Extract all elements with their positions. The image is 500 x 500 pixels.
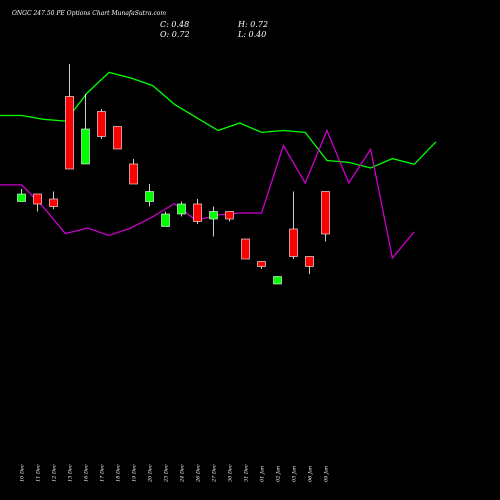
candle-body (177, 203, 186, 215)
candle (65, 64, 74, 170)
candle (241, 238, 250, 260)
open-label: O: 0.72 (160, 30, 190, 39)
candle-body (209, 211, 218, 220)
indicator-line-2 (0, 128, 415, 260)
candle (129, 159, 138, 185)
candle-body (225, 211, 234, 220)
candle-body (145, 191, 154, 202)
candle (193, 199, 202, 224)
candle (321, 191, 330, 242)
candle (225, 211, 234, 222)
candle (289, 191, 298, 259)
candle-body (241, 238, 250, 260)
x-tick-label: 27 Dec (212, 464, 218, 483)
x-tick-label: 31 Dec (244, 464, 250, 482)
candle-body (273, 276, 282, 285)
candle (145, 184, 154, 207)
x-tick-label: 11 Dec (36, 464, 42, 482)
x-tick-label: 01 Jan (260, 466, 266, 482)
candle (97, 109, 106, 139)
high-label: H: 0.72 (237, 20, 268, 29)
x-axis-ticks: 10 Dec 11 Dec 12 Dec 13 Dec 16 Dec 17 Dec 18 D… (20, 464, 330, 483)
x-tick-label: 16 Dec (84, 464, 90, 482)
candle-body (97, 111, 106, 137)
candle-body (321, 191, 330, 235)
x-tick-label: 18 Dec (116, 464, 122, 482)
x-tick-label: 09 Jan (324, 466, 330, 482)
candle-body (81, 128, 90, 165)
x-tick-label: 26 Dec (196, 464, 202, 483)
candle-body (65, 96, 74, 170)
x-tick-label: 19 Dec (132, 464, 138, 482)
x-tick-label: 17 Dec (100, 464, 106, 482)
x-tick-label: 03 Jan (292, 466, 298, 482)
candle-body (289, 228, 298, 257)
chart-title: ONGC 247.50 PE Options Chart MunafaSutra… (12, 10, 166, 17)
x-tick-label: 13 Dec (68, 464, 74, 482)
x-tick-label: 02 Jan (276, 466, 282, 482)
candle-body (161, 213, 170, 227)
candle (161, 211, 170, 227)
candles (17, 64, 330, 285)
candle-body (305, 256, 314, 267)
x-tick-label: 06 Jan (308, 466, 314, 482)
candle-body (33, 193, 42, 205)
x-tick-label: 12 Dec (52, 464, 58, 482)
candle-body (17, 193, 26, 202)
candle (49, 191, 58, 209)
candle (305, 256, 314, 274)
x-tick-label: 24 Dec (180, 464, 186, 483)
candle-body (129, 163, 138, 185)
candle (209, 206, 218, 237)
x-tick-label: 23 Dec (164, 464, 170, 483)
candle-body (193, 203, 202, 222)
x-tick-label: 30 Dec (228, 464, 234, 482)
candle (17, 189, 26, 202)
x-tick-label: 10 Dec (20, 464, 26, 482)
candle-body (257, 261, 266, 267)
candle (273, 276, 282, 285)
candle-body (49, 198, 58, 207)
low-label: L: 0.40 (237, 30, 266, 39)
candle (81, 94, 90, 165)
x-tick-label: 20 Dec (148, 464, 154, 483)
candle (33, 193, 42, 212)
candle-body (113, 126, 122, 150)
candle (257, 261, 266, 269)
candle (113, 126, 122, 150)
candle (177, 201, 186, 217)
close-label: C: 0.48 (160, 20, 189, 29)
